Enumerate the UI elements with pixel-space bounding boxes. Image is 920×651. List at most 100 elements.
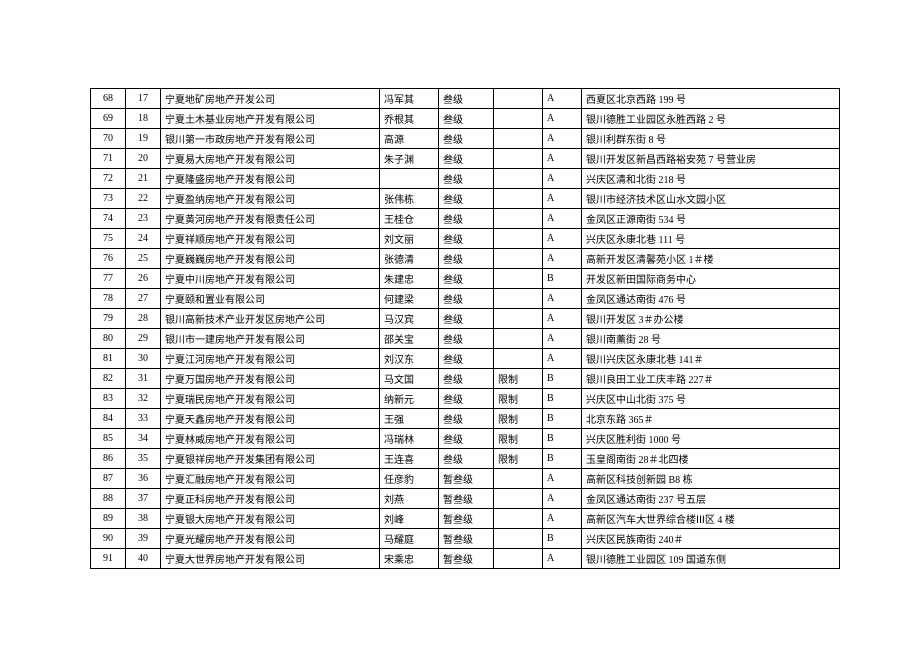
table-cell: 开发区新田国际商务中心 xyxy=(582,269,840,289)
table-cell: 刘峰 xyxy=(380,509,439,529)
table-row: 7019银川第一市政房地产开发有限公司高源叁级A银川利群东街 8 号 xyxy=(91,129,840,149)
table-cell: 17 xyxy=(126,89,161,109)
table-cell: B xyxy=(543,409,582,429)
table-cell: 30 xyxy=(126,349,161,369)
table-cell: A xyxy=(543,229,582,249)
table-cell: 74 xyxy=(91,209,126,229)
table-cell: 叁级 xyxy=(439,449,494,469)
table-row: 6817宁夏地矿房地产开发公司冯军其叁级A西夏区北京西路 199 号 xyxy=(91,89,840,109)
table-cell xyxy=(494,329,543,349)
table-cell: 85 xyxy=(91,429,126,449)
table-cell: 乔根其 xyxy=(380,109,439,129)
table-cell: 叁级 xyxy=(439,129,494,149)
table-cell: 宁夏瑞民房地产开发有限公司 xyxy=(161,389,380,409)
table-row: 8433宁夏天鑫房地产开发有限公司王强叁级限制B北京东路 365＃ xyxy=(91,409,840,429)
table-cell: 37 xyxy=(126,489,161,509)
table-cell: 叁级 xyxy=(439,349,494,369)
table-row: 7221宁夏隆盛房地产开发有限公司叁级A兴庆区清和北街 218 号 xyxy=(91,169,840,189)
table-row: 9039宁夏光耀房地产开发有限公司马耀庭暂叁级B兴庆区民族南街 240＃ xyxy=(91,529,840,549)
table-cell: 马耀庭 xyxy=(380,529,439,549)
table-cell: 83 xyxy=(91,389,126,409)
table-cell: B xyxy=(543,449,582,469)
table-cell: 刘文丽 xyxy=(380,229,439,249)
table-cell: 叁级 xyxy=(439,289,494,309)
table-cell: 25 xyxy=(126,249,161,269)
table-cell: 80 xyxy=(91,329,126,349)
table-cell: 38 xyxy=(126,509,161,529)
table-cell xyxy=(494,149,543,169)
table-cell xyxy=(494,209,543,229)
table-cell: 75 xyxy=(91,229,126,249)
table-cell: 限制 xyxy=(494,409,543,429)
table-cell: 宁夏江河房地产开发有限公司 xyxy=(161,349,380,369)
table-cell: 73 xyxy=(91,189,126,209)
table-body: 6817宁夏地矿房地产开发公司冯军其叁级A西夏区北京西路 199 号6918宁夏… xyxy=(91,89,840,569)
table-cell xyxy=(494,169,543,189)
table-cell: 宁夏隆盛房地产开发有限公司 xyxy=(161,169,380,189)
table-row: 7726宁夏中川房地产开发有限公司朱建忠叁级B开发区新田国际商务中心 xyxy=(91,269,840,289)
table-cell: 西夏区北京西路 199 号 xyxy=(582,89,840,109)
table-cell: 68 xyxy=(91,89,126,109)
table-cell xyxy=(494,289,543,309)
table-cell: 银川利群东街 8 号 xyxy=(582,129,840,149)
table-row: 8736宁夏汇融房地产开发有限公司任彦豹暂叁级A高新区科技创新园 B8 栋 xyxy=(91,469,840,489)
table-cell: 叁级 xyxy=(439,269,494,289)
table-cell: 33 xyxy=(126,409,161,429)
table-cell: 宁夏中川房地产开发有限公司 xyxy=(161,269,380,289)
table-cell: B xyxy=(543,429,582,449)
company-table: 6817宁夏地矿房地产开发公司冯军其叁级A西夏区北京西路 199 号6918宁夏… xyxy=(90,88,840,569)
table-cell xyxy=(494,469,543,489)
table-cell: A xyxy=(543,329,582,349)
table-row: 8837宁夏正科房地产开发有限公司刘燕暂叁级A金凤区通达南街 237 号五层 xyxy=(91,489,840,509)
table-cell: 邵关宝 xyxy=(380,329,439,349)
table-cell: 马汉宾 xyxy=(380,309,439,329)
table-cell: 兴庆区永康北巷 111 号 xyxy=(582,229,840,249)
table-cell: 王强 xyxy=(380,409,439,429)
table-cell: 36 xyxy=(126,469,161,489)
table-cell xyxy=(494,269,543,289)
table-cell: 叁级 xyxy=(439,169,494,189)
table-cell: 叁级 xyxy=(439,369,494,389)
table-cell: 银川市一建房地产开发有限公司 xyxy=(161,329,380,349)
table-cell: 40 xyxy=(126,549,161,569)
table-cell: A xyxy=(543,549,582,569)
table-row: 8231宁夏万国房地产开发有限公司马文国叁级限制B银川良田工业工庆丰路 227＃ xyxy=(91,369,840,389)
table-cell: 银川南薰街 28 号 xyxy=(582,329,840,349)
table-cell: 金凤区通达南街 476 号 xyxy=(582,289,840,309)
table-cell: 马文国 xyxy=(380,369,439,389)
table-cell: A xyxy=(543,169,582,189)
table-cell: 宁夏易大房地产开发有限公司 xyxy=(161,149,380,169)
table-cell xyxy=(494,249,543,269)
table-cell xyxy=(494,109,543,129)
table-cell: 叁级 xyxy=(439,309,494,329)
table-row: 8534宁夏林威房地产开发有限公司冯瑞林叁级限制B兴庆区胜利街 1000 号 xyxy=(91,429,840,449)
table-cell: 88 xyxy=(91,489,126,509)
table-cell: A xyxy=(543,209,582,229)
table-cell: 限制 xyxy=(494,449,543,469)
table-cell: 朱建忠 xyxy=(380,269,439,289)
table-row: 8635宁夏银祥房地产开发集团有限公司王连喜叁级限制B玉皇阁南街 28＃北四楼 xyxy=(91,449,840,469)
table-cell: 高源 xyxy=(380,129,439,149)
table-cell: 71 xyxy=(91,149,126,169)
table-cell: 何建梁 xyxy=(380,289,439,309)
table-cell: 叁级 xyxy=(439,409,494,429)
table-cell: 87 xyxy=(91,469,126,489)
table-cell: 宁夏祥顺房地产开发有限公司 xyxy=(161,229,380,249)
table-cell: 34 xyxy=(126,429,161,449)
table-cell: 69 xyxy=(91,109,126,129)
table-cell: 高新区科技创新园 B8 栋 xyxy=(582,469,840,489)
table-cell: 叁级 xyxy=(439,89,494,109)
table-cell: 31 xyxy=(126,369,161,389)
table-cell xyxy=(494,309,543,329)
table-cell: 91 xyxy=(91,549,126,569)
table-cell: 叁级 xyxy=(439,109,494,129)
table-cell: 宁夏地矿房地产开发公司 xyxy=(161,89,380,109)
table-cell xyxy=(494,229,543,249)
table-cell: 宁夏银祥房地产开发集团有限公司 xyxy=(161,449,380,469)
table-row: 8938宁夏银大房地产开发有限公司刘峰暂叁级A高新区汽车大世界综合楼ⅠⅠⅠ区 4… xyxy=(91,509,840,529)
table-cell: 宁夏土木基业房地产开发有限公司 xyxy=(161,109,380,129)
table-cell: 宁夏盈纳房地产开发有限公司 xyxy=(161,189,380,209)
table-cell: 银川德胜工业园区永胜西路 2 号 xyxy=(582,109,840,129)
table-cell xyxy=(494,549,543,569)
table-cell: A xyxy=(543,89,582,109)
